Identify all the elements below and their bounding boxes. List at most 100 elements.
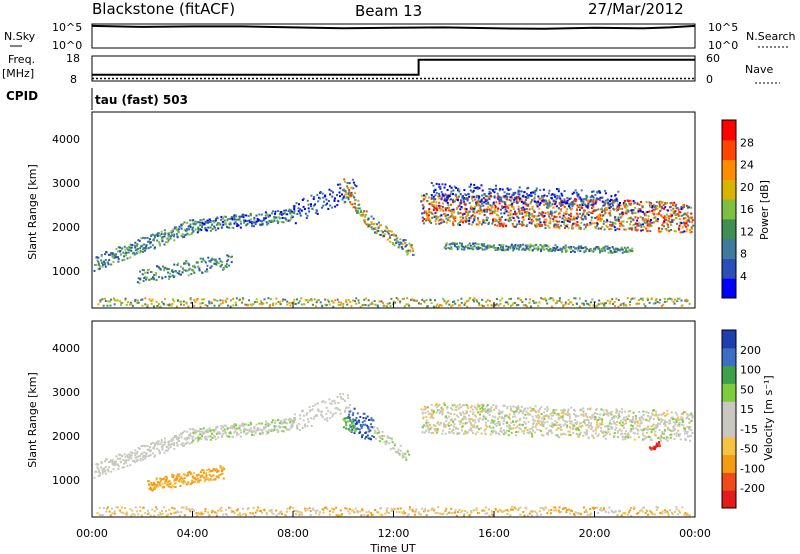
power-cell — [604, 192, 607, 195]
velocity-cell — [229, 430, 232, 433]
power-cell — [193, 271, 196, 274]
power-cell — [435, 222, 438, 225]
power-cell — [682, 204, 685, 207]
velocity-cell — [103, 467, 106, 470]
power-cell — [341, 193, 343, 196]
velocity-cell — [486, 425, 488, 428]
velocity-cell — [427, 427, 430, 430]
velocity-cell — [538, 420, 541, 423]
velocity-cell — [464, 422, 467, 424]
power-cell — [315, 211, 318, 214]
power-cell — [134, 241, 137, 244]
velocity-cell — [264, 426, 267, 429]
velocity-cell — [480, 410, 483, 413]
power-cell — [506, 195, 509, 198]
power-cell — [398, 246, 401, 249]
power-cell — [365, 223, 368, 226]
power-cell — [513, 301, 516, 304]
velocity-cell — [587, 437, 590, 440]
velocity-cell — [276, 428, 279, 431]
power-cell — [303, 303, 306, 306]
velocity-cell — [423, 408, 426, 411]
power-cell — [623, 228, 626, 231]
velocity-cell — [494, 430, 497, 433]
power-cell — [515, 196, 518, 199]
velocity-cell — [513, 424, 516, 426]
velocity-cell — [527, 412, 529, 415]
velocity-cell — [564, 423, 567, 426]
power-cell — [529, 298, 532, 301]
power-cell — [669, 221, 672, 224]
velocity-cell — [398, 453, 401, 456]
power-cell — [526, 192, 528, 195]
power-cell — [505, 245, 508, 248]
power-cell — [494, 207, 497, 210]
power-cell — [504, 248, 507, 251]
power-cell — [646, 222, 649, 225]
power-cell — [98, 267, 101, 270]
power-cell — [634, 206, 637, 209]
power-cell — [541, 245, 544, 248]
power-cell — [203, 222, 206, 225]
power-cell — [553, 226, 556, 229]
velocity-cell — [482, 403, 485, 406]
velocity-cell — [151, 452, 154, 455]
power-cell — [294, 303, 297, 305]
power-cell — [103, 260, 106, 263]
power-cell — [607, 202, 610, 205]
power-cell — [626, 220, 628, 223]
power-cell — [548, 189, 551, 192]
power-cell — [267, 214, 270, 216]
power-cell — [598, 247, 601, 250]
power-cell — [684, 217, 687, 219]
power-cell — [168, 275, 171, 278]
power-cell — [129, 248, 132, 251]
velocity-cell — [540, 424, 543, 427]
velocity-cell — [141, 452, 144, 455]
power-cell — [575, 223, 578, 226]
velocity-cell — [532, 423, 535, 426]
velocity-cell — [252, 434, 255, 437]
power-cell — [193, 264, 196, 267]
power-cell — [509, 246, 512, 249]
power-cell — [566, 202, 569, 204]
power-cell — [571, 201, 574, 204]
power-cell — [442, 209, 445, 212]
power-cell — [626, 250, 629, 253]
power-cell — [423, 300, 426, 303]
power-cell — [196, 298, 199, 300]
power-cell — [660, 230, 663, 233]
power-cell — [614, 194, 617, 196]
power-cell — [654, 216, 657, 219]
power-cell — [520, 190, 523, 193]
power-cell — [150, 241, 152, 244]
power-cell — [460, 248, 463, 251]
power-cell — [527, 203, 530, 206]
velocity-cell — [444, 424, 447, 426]
power-cell — [630, 209, 633, 212]
power-cell — [258, 302, 261, 305]
power-cell — [514, 245, 517, 248]
velocity-cell — [556, 434, 559, 437]
power-cell — [227, 255, 230, 258]
velocity-cell — [170, 486, 173, 489]
velocity-cell — [544, 408, 547, 411]
power-cell — [499, 208, 502, 211]
power-cell — [245, 303, 248, 306]
power-cell — [499, 299, 502, 302]
power-cell — [348, 189, 351, 191]
power-cell — [572, 222, 575, 225]
power-cell — [183, 228, 186, 231]
velocity-cell — [186, 430, 189, 433]
power-cell — [443, 300, 446, 303]
power-cell — [549, 222, 552, 225]
power-cell — [601, 209, 604, 212]
power-cell — [498, 202, 501, 205]
power-cell — [554, 223, 557, 226]
power-cell — [144, 247, 147, 249]
power-cell — [568, 220, 571, 223]
power-cell — [358, 207, 361, 210]
velocity-cell — [180, 436, 183, 439]
power-cell — [468, 216, 471, 219]
power-cell — [99, 299, 102, 302]
